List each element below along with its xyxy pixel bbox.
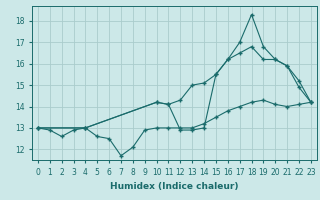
X-axis label: Humidex (Indice chaleur): Humidex (Indice chaleur) (110, 182, 239, 191)
